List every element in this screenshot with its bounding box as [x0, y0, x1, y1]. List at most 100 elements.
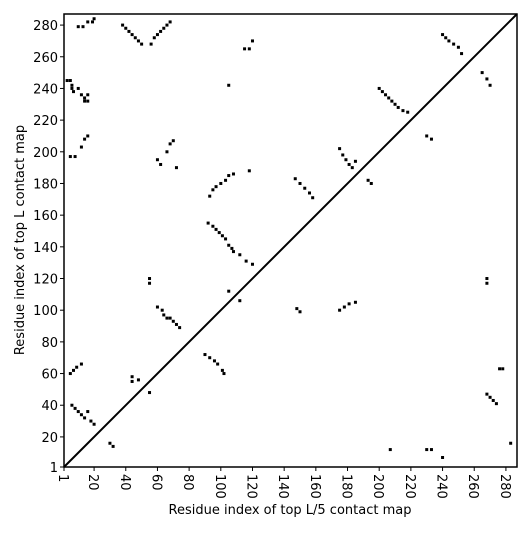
- contact: [92, 17, 96, 21]
- y-axis-label: Residue index of top L contact map: [13, 125, 28, 355]
- contact: [148, 391, 152, 395]
- contact: [160, 308, 164, 312]
- contact: [227, 174, 231, 178]
- contact: [72, 90, 76, 94]
- contact: [165, 150, 169, 154]
- contact: [165, 23, 169, 27]
- contact: [498, 367, 502, 371]
- x-tick-label: 220: [402, 474, 417, 499]
- contact: [220, 368, 224, 372]
- contact: [217, 231, 221, 235]
- contact: [130, 379, 134, 383]
- contact: [168, 20, 172, 24]
- contact: [425, 448, 429, 452]
- contact: [159, 162, 163, 166]
- contact: [208, 194, 212, 198]
- contact: [149, 42, 153, 46]
- contact: [79, 362, 83, 366]
- contact: [238, 299, 242, 303]
- contact: [73, 406, 77, 410]
- contact: [480, 71, 484, 75]
- contact: [83, 137, 87, 141]
- contact: [148, 277, 152, 281]
- x-axis-label: Residue index of top L/5 contact map: [169, 503, 412, 518]
- contact: [222, 372, 226, 376]
- contact: [366, 178, 370, 182]
- contact: [227, 243, 231, 247]
- contact: [227, 289, 231, 293]
- contact: [396, 105, 400, 109]
- x-tick-label: 60: [148, 474, 163, 491]
- contact: [441, 455, 445, 459]
- contact: [171, 319, 175, 323]
- contact: [303, 186, 307, 190]
- contact: [211, 224, 215, 228]
- y-tick-label: 140: [33, 241, 58, 256]
- contact: [441, 33, 445, 37]
- y-tick-label: 40: [41, 399, 58, 414]
- contact: [485, 277, 489, 281]
- contact: [501, 367, 505, 371]
- contact: [224, 237, 228, 241]
- contact: [384, 93, 388, 97]
- contact: [121, 23, 125, 27]
- contact: [377, 86, 381, 90]
- contact: [494, 402, 498, 406]
- contact: [130, 33, 134, 37]
- contact: [353, 159, 357, 163]
- contact: [155, 305, 159, 309]
- contact: [86, 99, 90, 103]
- y-tick-label: 240: [33, 82, 58, 97]
- contact: [159, 29, 163, 33]
- contact: [344, 158, 348, 162]
- contact: [219, 181, 223, 185]
- contact: [425, 134, 429, 138]
- y-tick-label: 180: [33, 177, 58, 192]
- y-tick-label: 80: [41, 336, 58, 351]
- contact: [244, 259, 248, 263]
- contact: [68, 155, 72, 159]
- contact: [83, 96, 87, 100]
- contact: [70, 83, 74, 87]
- contact: [76, 410, 80, 414]
- x-tick-label: 40: [117, 474, 132, 491]
- contact: [460, 52, 464, 56]
- contact: [387, 96, 391, 100]
- contact: [152, 36, 156, 40]
- contact: [401, 109, 405, 113]
- contact: [73, 155, 77, 159]
- contact: [488, 395, 492, 399]
- contact: [350, 166, 354, 170]
- contact: [353, 300, 357, 304]
- y-tick-label: 220: [33, 114, 58, 129]
- contact: [68, 372, 72, 376]
- y-tick-label: 20: [41, 431, 58, 446]
- x-tick-label: 200: [370, 474, 385, 499]
- contact: [485, 77, 489, 81]
- contact: [136, 378, 140, 382]
- contact: [83, 416, 87, 420]
- y-tick-label: 1: [50, 461, 58, 476]
- contact: [444, 36, 448, 40]
- contact: [429, 448, 433, 452]
- contact: [91, 20, 95, 24]
- contact: [68, 79, 72, 83]
- contact: [86, 93, 90, 97]
- contact: [133, 36, 137, 40]
- contact: [130, 375, 134, 379]
- contact: [168, 142, 172, 146]
- contact: [485, 281, 489, 285]
- contact: [308, 191, 312, 195]
- contact: [456, 45, 460, 49]
- y-tick-label: 60: [41, 368, 58, 383]
- x-tick-label: 1: [55, 474, 70, 482]
- contact: [168, 316, 172, 320]
- contact: [178, 326, 182, 330]
- contact: [214, 185, 218, 189]
- contact: [388, 448, 392, 452]
- contact: [342, 305, 346, 309]
- contact: [171, 139, 175, 143]
- contact: [224, 178, 228, 182]
- contact: [203, 353, 207, 357]
- contact: [86, 20, 90, 24]
